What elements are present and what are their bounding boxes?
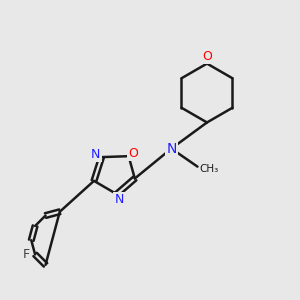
Text: F: F bbox=[23, 248, 30, 261]
Text: N: N bbox=[166, 142, 177, 156]
Text: N: N bbox=[114, 194, 124, 206]
Text: O: O bbox=[202, 50, 212, 63]
Text: O: O bbox=[128, 147, 138, 160]
Text: CH₃: CH₃ bbox=[200, 164, 219, 174]
Text: N: N bbox=[91, 148, 101, 161]
